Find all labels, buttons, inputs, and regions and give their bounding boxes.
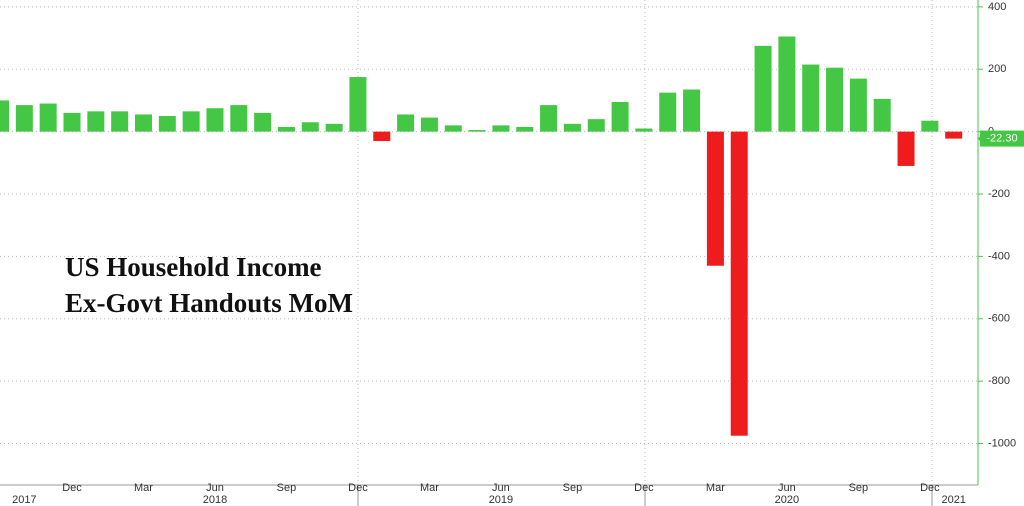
bar [277,126,295,132]
bar [134,114,152,132]
x-tick-label: Jun [492,482,510,494]
y-tick-label: -1000 [988,437,1016,449]
bar [849,78,867,132]
bar [349,77,367,132]
year-label: 2018 [203,494,227,506]
bar [563,123,581,132]
year-label: 2021 [941,494,965,506]
bar [683,89,701,132]
x-tick-label: Mar [706,482,725,494]
y-tick-label: 400 [988,1,1006,13]
bar [254,112,272,132]
bar [420,117,438,132]
bar [826,67,844,132]
bar [230,105,248,132]
value-label: -22.30 [986,132,1017,144]
x-tick-label: Sep [563,482,583,494]
bar [945,131,963,139]
year-label: 2017 [12,494,36,506]
bar [587,119,605,132]
bar [921,120,939,132]
x-tick-label: Dec [920,482,940,494]
vertical-grid [357,0,933,485]
bar [0,100,9,132]
bar [659,92,677,132]
bar [873,98,891,132]
bar [730,131,748,436]
x-tick-label: Dec [348,482,368,494]
bar [87,111,105,132]
x-tick-label: Mar [134,482,153,494]
bar [540,105,558,132]
x-tick-label: Jun [778,482,796,494]
y-tick-label: -200 [988,188,1010,200]
bar [444,125,462,132]
bar [802,64,820,132]
bar [754,45,772,132]
x-tick-label: Mar [420,482,439,494]
y-tick-label: 200 [988,63,1006,75]
bar [778,36,796,132]
bar [468,130,486,132]
bar [15,105,33,132]
x-tick-label: Dec [634,482,654,494]
bar [516,126,534,132]
x-tick-label: Jun [206,482,224,494]
y-tick-label: -800 [988,375,1010,387]
x-tick-label: Sep [849,482,869,494]
last-value-pointer [978,133,982,144]
bar [158,116,176,132]
bar [897,131,915,166]
bar [397,114,415,132]
bar [182,111,200,132]
bar [611,101,629,132]
chart-title: US Household Income [65,252,322,282]
x-tick-label: Sep [277,482,297,494]
bar [63,112,81,132]
last-value-box [980,130,1024,147]
y-tick-label: -400 [988,250,1010,262]
year-label: 2019 [489,494,513,506]
year-label: 2020 [775,494,799,506]
x-tick-label: Dec [62,482,82,494]
bar [206,108,224,132]
bar [301,122,319,132]
y-tick-label: -600 [988,313,1010,325]
bar [39,103,57,132]
bar [492,125,510,132]
bar [111,111,129,132]
bar [635,128,653,132]
bar [706,131,724,266]
chart-title: Ex-Govt Handouts MoM [65,288,353,318]
bar [373,131,391,141]
bar [325,123,343,132]
